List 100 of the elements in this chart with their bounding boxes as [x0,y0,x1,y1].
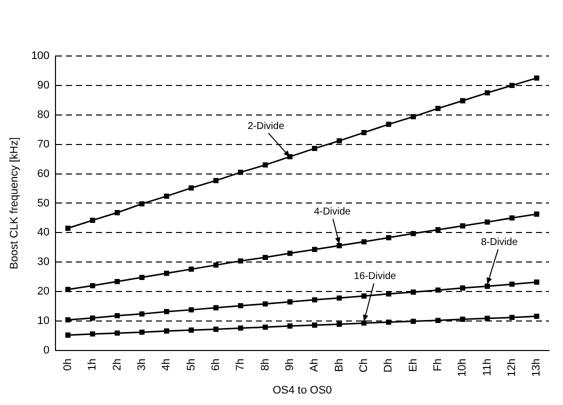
y-axis-title: Boost CLK frequency [kHz] [8,137,21,270]
point [114,330,120,336]
point [361,239,367,244]
point [509,282,515,287]
x-tick-label: 12h [506,358,518,377]
point [312,297,318,302]
annotation: 8-Divide [480,237,518,248]
point [484,316,490,321]
y-tick-label: 70 [37,138,50,150]
x-tick-label: 4h [160,358,173,371]
point [114,278,120,284]
point [386,320,392,325]
point [386,235,392,240]
point [484,219,490,225]
point [534,75,540,81]
point [435,318,441,323]
point [238,258,244,264]
x-tick-label: 11h [481,358,494,376]
point [312,146,318,152]
x-axis-title: OS4 to OS0 [272,384,332,396]
point [188,328,194,333]
point [410,318,416,324]
point [460,285,466,291]
x-tick-label: 13h [530,358,543,377]
point [410,114,416,120]
y-tick-label: 80 [37,108,50,121]
point [90,218,96,223]
point [361,320,367,326]
point [114,313,120,318]
point [410,290,416,295]
point [534,314,540,319]
point [65,332,70,338]
point [139,311,144,317]
x-tick-label: 1h [86,358,99,371]
point [139,274,144,280]
point [336,243,342,248]
y-tick-label: 60 [37,168,50,180]
y-tick-label: 100 [31,50,50,62]
point [484,90,490,96]
point [139,330,144,335]
x-tick-label: 6h [210,358,222,371]
point [164,194,170,199]
point [164,328,170,334]
point [460,98,466,104]
annotation: 4-Divide [314,206,352,218]
x-tick-label: Bh [333,358,346,372]
x-tick-label: Dh [382,358,395,373]
point [534,280,540,285]
y-tick-label: 20 [37,286,50,298]
y-tick-label: 40 [37,226,50,239]
point [336,138,342,144]
point [65,286,70,292]
point [336,295,342,301]
point [361,293,367,299]
y-tick-label: 0 [43,344,50,356]
point [435,227,441,232]
point [238,170,244,175]
x-tick-label: Ch [358,358,370,373]
point [460,316,466,322]
point [312,246,318,252]
x-tick-label: 7h [234,358,247,371]
x-tick-label: 5h [185,358,198,371]
point [262,254,268,260]
x-tick-label: 8h [259,358,272,371]
x-tick-label: 0h [62,358,74,371]
point [262,162,268,168]
point [65,317,70,322]
point [361,130,367,136]
point [262,324,268,330]
y-tick-label: 90 [37,79,50,92]
x-tick-label: Ah [308,358,321,372]
point [460,223,466,228]
annotation: 16-Divide [354,271,397,282]
point [213,178,219,184]
point [262,301,268,307]
point [188,185,194,190]
point [534,212,540,217]
point [287,250,293,256]
y-tick-label: 10 [37,315,50,328]
point [435,106,441,111]
point [213,305,219,310]
point [410,230,416,236]
point [90,331,96,337]
x-tick-label: Fh [432,358,444,372]
point [509,82,515,88]
point [509,215,515,221]
point [114,210,120,216]
x-tick-label: 10h [456,358,469,377]
point [139,201,144,206]
point [65,226,70,231]
point [435,287,441,293]
point [238,325,244,331]
point [386,122,392,127]
point [509,314,515,320]
point [238,303,244,308]
x-tick-label: 3h [136,358,148,371]
point [164,270,170,276]
point [90,283,96,288]
point [188,266,194,272]
x-tick-label: 2h [111,358,124,371]
